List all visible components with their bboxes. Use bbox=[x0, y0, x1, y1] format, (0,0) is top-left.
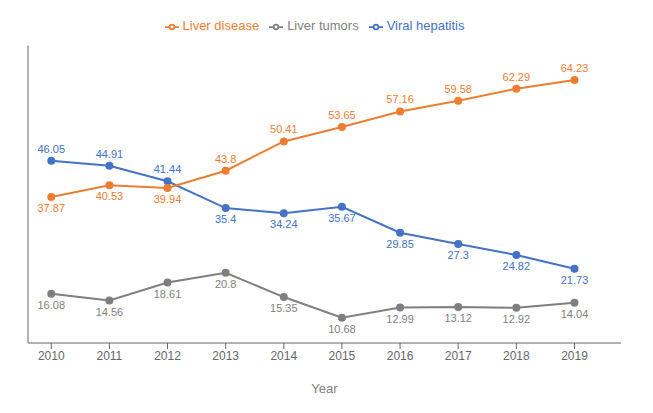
html-text:Liver tumors: Liver tumors bbox=[287, 18, 359, 33]
svg-text:43.8: 43.8 bbox=[215, 153, 236, 165]
svg-text:64.23: 64.23 bbox=[561, 62, 589, 74]
svg-text:46.05: 46.05 bbox=[37, 143, 65, 155]
svg-text:34.24: 34.24 bbox=[270, 218, 298, 230]
svg-text:Year: Year bbox=[311, 381, 338, 396]
svg-text:44.91: 44.91 bbox=[96, 148, 124, 160]
svg-text:35.4: 35.4 bbox=[215, 213, 236, 225]
svg-text:53.65: 53.65 bbox=[328, 109, 356, 121]
svg-text:35.67: 35.67 bbox=[328, 212, 356, 224]
svg-text:2016: 2016 bbox=[387, 349, 414, 363]
svg-text:2012: 2012 bbox=[154, 349, 181, 363]
svg-text:18.61: 18.61 bbox=[154, 288, 182, 300]
svg-text:37.87: 37.87 bbox=[37, 202, 65, 214]
svg-text:21.73: 21.73 bbox=[561, 274, 589, 286]
svg-text:13.12: 13.12 bbox=[444, 312, 472, 324]
svg-text:2014: 2014 bbox=[270, 349, 297, 363]
svg-text:2013: 2013 bbox=[212, 349, 239, 363]
html-text:Liver disease: Liver disease bbox=[182, 18, 260, 33]
svg-text:2010: 2010 bbox=[38, 349, 65, 363]
svg-text:2011: 2011 bbox=[96, 349, 122, 363]
html-text:Viral hepatitis: Viral hepatitis bbox=[386, 18, 465, 33]
svg-text:59.58: 59.58 bbox=[444, 83, 472, 95]
svg-text:27.3: 27.3 bbox=[448, 249, 469, 261]
svg-text:24.82: 24.82 bbox=[503, 260, 531, 272]
svg-text:12.99: 12.99 bbox=[386, 313, 414, 325]
svg-text:29.85: 29.85 bbox=[386, 238, 414, 250]
svg-text:2017: 2017 bbox=[445, 349, 472, 363]
svg-text:57.16: 57.16 bbox=[386, 93, 414, 105]
svg-text:10.68: 10.68 bbox=[328, 323, 356, 335]
svg-text:2015: 2015 bbox=[329, 349, 356, 363]
svg-text:41.44: 41.44 bbox=[154, 163, 182, 175]
svg-text:20.8: 20.8 bbox=[215, 278, 236, 290]
svg-text:14.56: 14.56 bbox=[96, 306, 124, 318]
svg-text:15.35: 15.35 bbox=[270, 302, 298, 314]
svg-text:39.94: 39.94 bbox=[154, 193, 182, 205]
svg-text:14.04: 14.04 bbox=[561, 308, 589, 320]
svg-text:50.41: 50.41 bbox=[270, 123, 298, 135]
svg-text:12.92: 12.92 bbox=[503, 313, 531, 325]
svg-text:2019: 2019 bbox=[561, 349, 588, 363]
svg-text:62.29: 62.29 bbox=[503, 71, 531, 83]
svg-text:40.53: 40.53 bbox=[96, 190, 124, 202]
svg-text:16.08: 16.08 bbox=[37, 299, 65, 311]
svg-text:2018: 2018 bbox=[503, 349, 530, 363]
